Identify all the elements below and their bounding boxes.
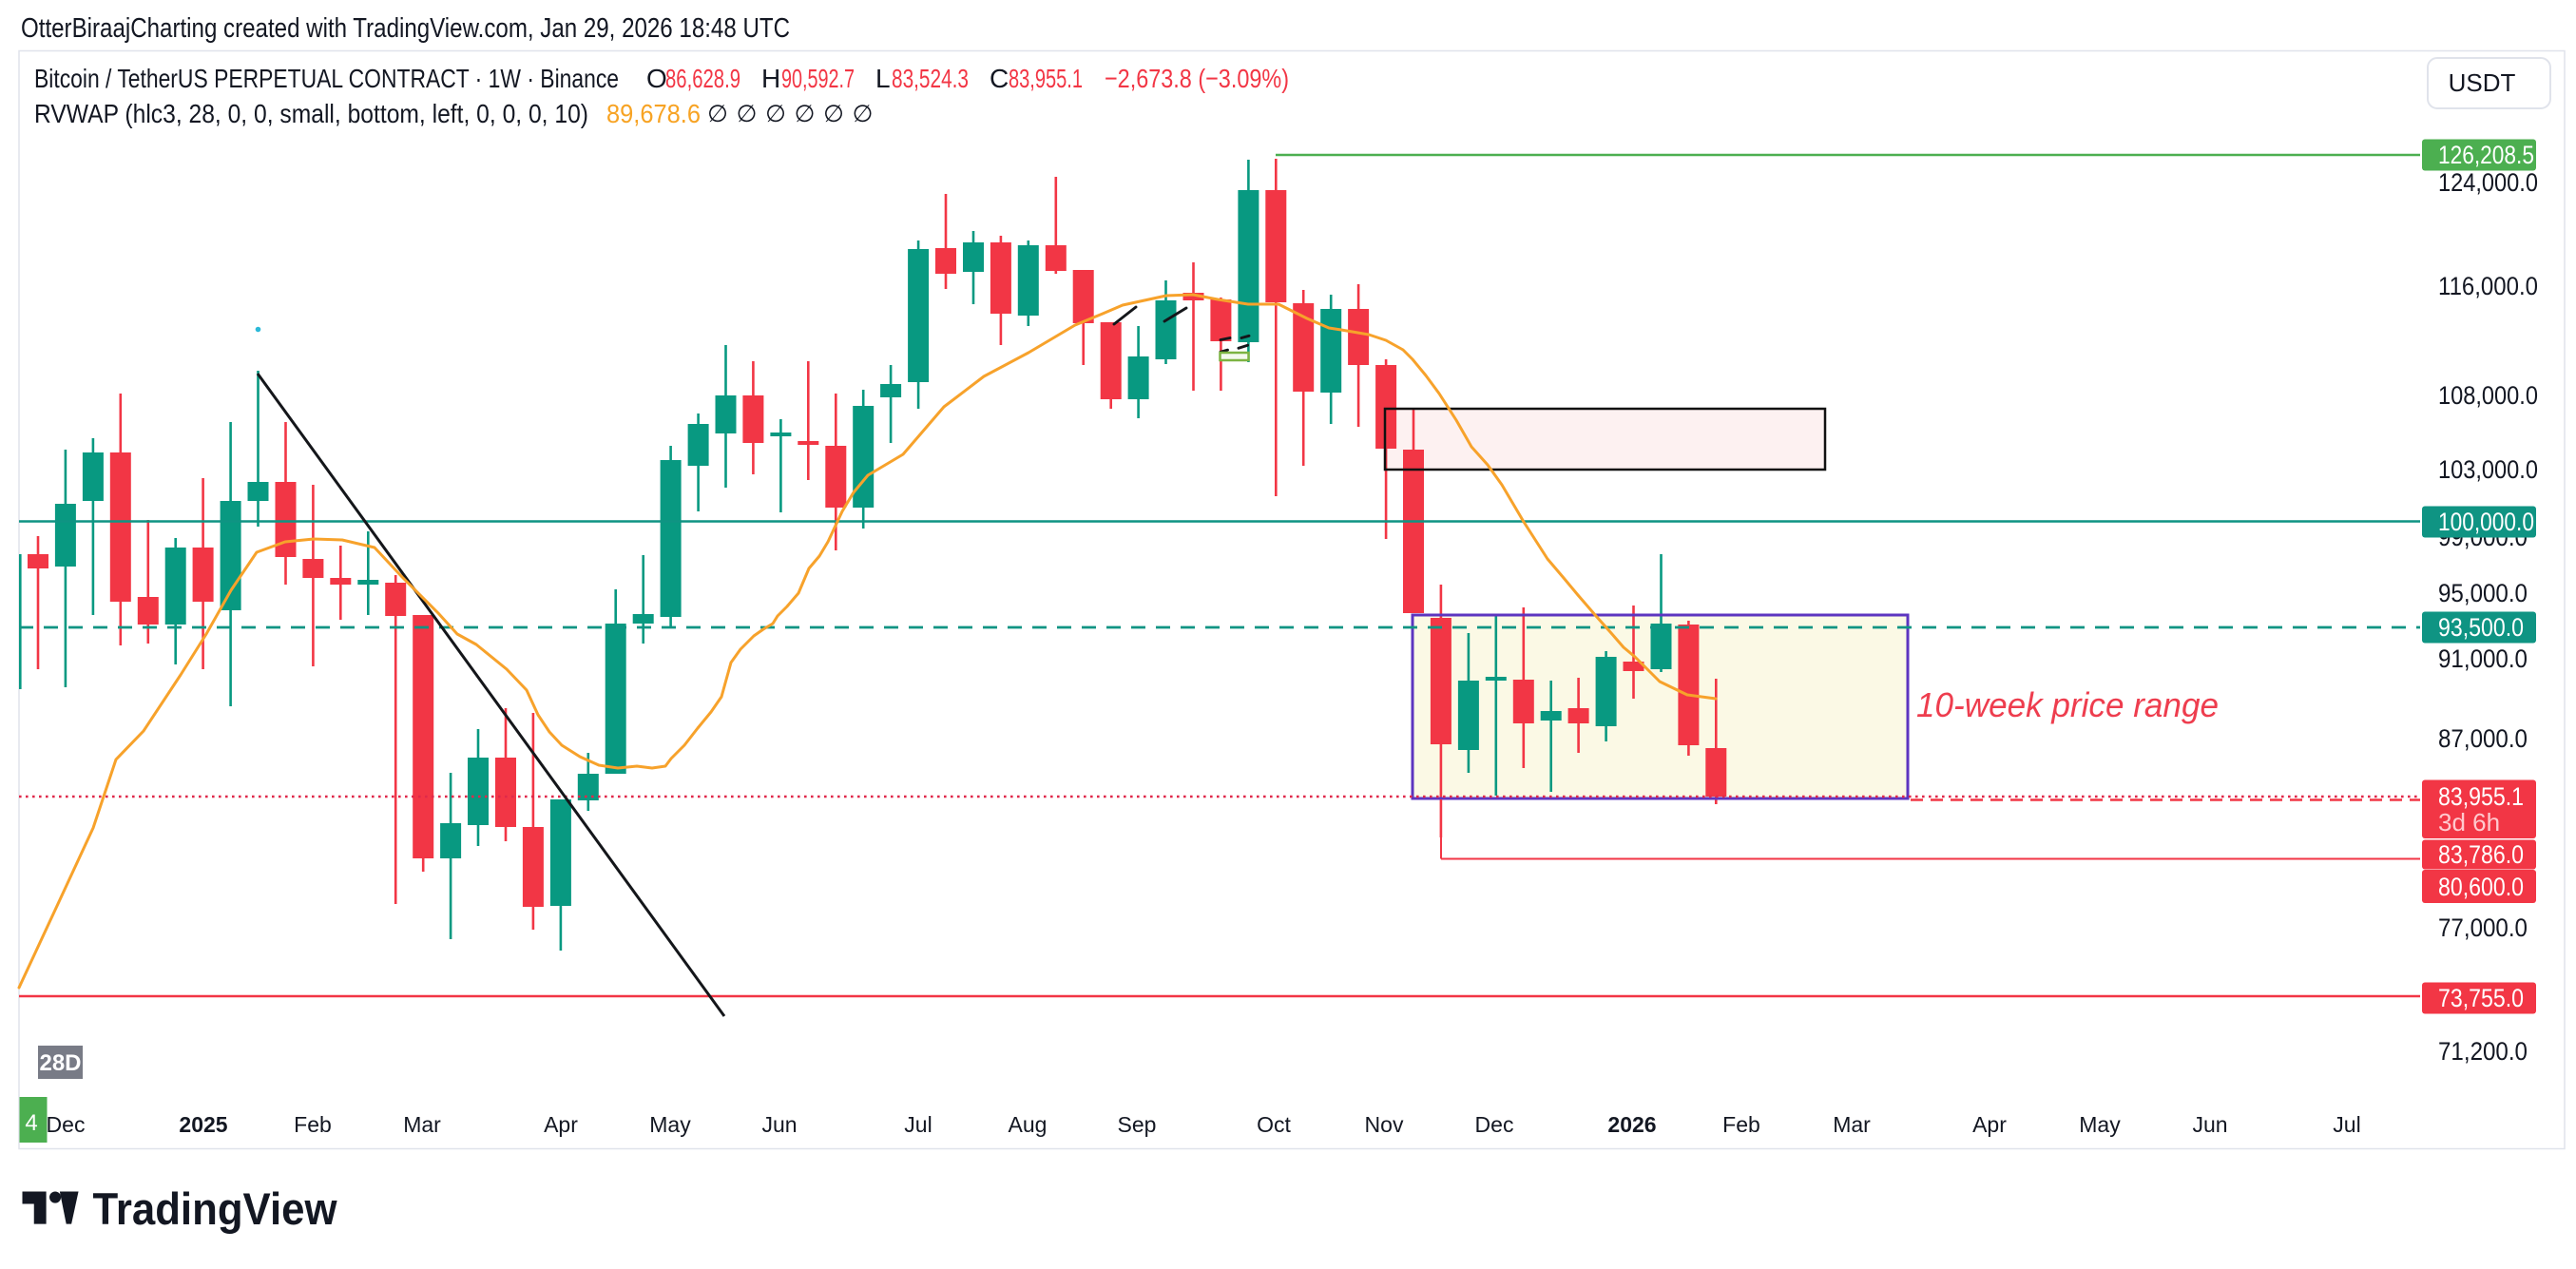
svg-text:H: H — [761, 64, 780, 93]
svg-text:124,000.0: 124,000.0 — [2438, 168, 2538, 197]
svg-text:Jun: Jun — [2192, 1112, 2227, 1137]
svg-text:83,955.1: 83,955.1 — [2438, 782, 2524, 811]
svg-text:91,000.0: 91,000.0 — [2438, 644, 2528, 673]
svg-text:∅: ∅ — [853, 101, 874, 127]
svg-text:May: May — [649, 1112, 691, 1137]
svg-text:100,000.0: 100,000.0 — [2438, 508, 2534, 536]
svg-text:126,208.5: 126,208.5 — [2438, 141, 2534, 169]
svg-text:RVWAP (hlc3, 28, 0, 0, small,: RVWAP (hlc3, 28, 0, 0, small, bottom, le… — [34, 99, 588, 128]
svg-text:89,678.6: 89,678.6 — [606, 99, 701, 128]
svg-text:86,628.9: 86,628.9 — [665, 64, 740, 93]
svg-text:4: 4 — [25, 1110, 37, 1136]
svg-text:108,000.0: 108,000.0 — [2438, 381, 2538, 410]
svg-text:Nov: Nov — [1365, 1112, 1404, 1137]
svg-text:Feb: Feb — [294, 1112, 332, 1137]
svg-text:77,000.0: 77,000.0 — [2438, 913, 2528, 942]
svg-text:O: O — [646, 64, 667, 93]
svg-text:71,200.0: 71,200.0 — [2438, 1037, 2528, 1066]
svg-text:73,755.0: 73,755.0 — [2438, 984, 2524, 1012]
svg-text:L: L — [875, 64, 891, 93]
svg-text:3d 6h: 3d 6h — [2438, 808, 2500, 836]
svg-text:Jul: Jul — [2333, 1112, 2360, 1137]
svg-text:116,000.0: 116,000.0 — [2438, 272, 2538, 300]
svg-text:Mar: Mar — [403, 1112, 441, 1137]
svg-text:∅: ∅ — [707, 101, 728, 127]
svg-text:95,000.0: 95,000.0 — [2438, 579, 2528, 607]
svg-text:May: May — [2079, 1112, 2121, 1137]
svg-text:Apr: Apr — [544, 1112, 578, 1137]
svg-text:Apr: Apr — [1972, 1112, 2007, 1137]
svg-text:OtterBiraajCharting created wi: OtterBiraajCharting created with Trading… — [21, 13, 790, 44]
svg-text:80,600.0: 80,600.0 — [2438, 873, 2524, 901]
svg-text:103,000.0: 103,000.0 — [2438, 455, 2538, 484]
svg-text:87,000.0: 87,000.0 — [2438, 724, 2528, 753]
svg-text:Jul: Jul — [904, 1112, 932, 1137]
svg-text:∅: ∅ — [765, 101, 786, 127]
svg-text:∅: ∅ — [737, 101, 758, 127]
svg-text:∅: ∅ — [823, 101, 844, 127]
svg-text:83,786.0: 83,786.0 — [2438, 840, 2524, 869]
svg-text:2026: 2026 — [1607, 1112, 1656, 1137]
svg-text:Bitcoin / TetherUS PERPETUAL C: Bitcoin / TetherUS PERPETUAL CONTRACT · … — [34, 64, 619, 93]
svg-text:Aug: Aug — [1009, 1112, 1048, 1137]
svg-text:93,500.0: 93,500.0 — [2438, 613, 2524, 642]
svg-text:USDT: USDT — [2449, 68, 2516, 97]
svg-text:10-week price range: 10-week price range — [1916, 685, 2219, 724]
svg-text:2025: 2025 — [179, 1112, 227, 1137]
svg-text:28D: 28D — [39, 1050, 81, 1076]
svg-text:Jun: Jun — [761, 1112, 797, 1137]
svg-text:83,524.3: 83,524.3 — [892, 64, 969, 93]
svg-text:Feb: Feb — [1722, 1112, 1760, 1137]
svg-text:Dec: Dec — [1475, 1112, 1514, 1137]
svg-text:C: C — [990, 64, 1009, 93]
svg-text:−2,673.8 (−3.09%): −2,673.8 (−3.09%) — [1105, 64, 1289, 93]
svg-text:Sep: Sep — [1118, 1112, 1157, 1137]
svg-text:Mar: Mar — [1833, 1112, 1871, 1137]
svg-text:∅: ∅ — [795, 101, 816, 127]
svg-text:83,955.1: 83,955.1 — [1009, 64, 1083, 93]
svg-text:TradingView: TradingView — [93, 1183, 337, 1234]
svg-text:90,592.7: 90,592.7 — [781, 64, 855, 93]
svg-text:Oct: Oct — [1257, 1112, 1291, 1137]
svg-text:Dec: Dec — [47, 1112, 86, 1137]
